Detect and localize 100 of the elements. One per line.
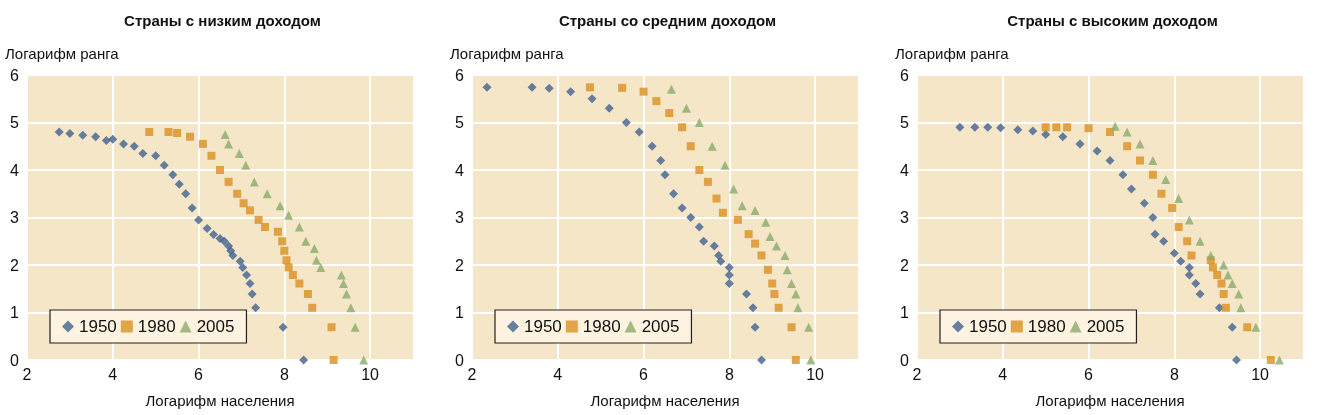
point — [694, 222, 704, 232]
legend-label: 1950 — [524, 317, 562, 336]
point — [639, 87, 648, 96]
x-axis-title: Логарифм населения — [1035, 392, 1185, 409]
y-tick-label: 0 — [10, 351, 20, 369]
point — [681, 103, 691, 113]
point — [119, 139, 128, 149]
point — [544, 83, 554, 93]
x-tick-label: 4 — [998, 365, 1008, 383]
point — [757, 251, 766, 260]
legend-label: 1950 — [79, 317, 117, 336]
point — [284, 210, 294, 220]
point — [724, 279, 734, 289]
point — [233, 189, 242, 198]
point — [1110, 121, 1120, 131]
point — [194, 215, 204, 225]
point — [202, 223, 212, 233]
x-tick-label: 6 — [194, 365, 204, 383]
point — [699, 236, 709, 246]
point — [254, 215, 263, 224]
point — [316, 262, 326, 272]
point — [1227, 322, 1237, 332]
point — [666, 84, 676, 94]
point — [678, 123, 687, 132]
point — [1148, 170, 1157, 179]
y-tick-label: 1 — [10, 304, 20, 321]
point — [634, 127, 644, 137]
point — [695, 166, 704, 174]
point — [1243, 323, 1252, 332]
point — [1195, 289, 1205, 299]
x-tick-label: 4 — [108, 365, 118, 383]
point — [1028, 126, 1038, 136]
x-axis-title: Логарифм населения — [590, 392, 740, 409]
point — [733, 215, 742, 224]
point — [1135, 139, 1145, 149]
y-tick-label: 4 — [10, 161, 20, 179]
point — [215, 233, 225, 243]
y-tick-label: 3 — [900, 209, 910, 226]
point — [768, 279, 777, 288]
x-tick-label: 8 — [1169, 365, 1179, 383]
point — [660, 170, 670, 180]
point — [724, 270, 734, 280]
y-tick-label: 6 — [455, 66, 465, 84]
y-tick-label: 5 — [455, 114, 465, 131]
point — [309, 243, 319, 253]
point — [219, 236, 229, 246]
y-tick-label: 2 — [455, 256, 465, 274]
point — [1206, 251, 1216, 260]
point — [207, 151, 216, 160]
point — [566, 87, 576, 97]
point — [251, 303, 261, 313]
point — [1058, 132, 1068, 142]
point — [216, 166, 224, 174]
y-tick-label: 0 — [900, 351, 910, 369]
y-tick-label: 6 — [10, 66, 20, 84]
point — [703, 177, 712, 186]
point — [1227, 279, 1237, 289]
point — [235, 256, 245, 266]
point — [173, 128, 182, 137]
point — [273, 227, 282, 236]
point — [793, 303, 803, 313]
point — [527, 82, 537, 92]
x-tick-label: 6 — [1084, 365, 1094, 383]
point — [238, 262, 248, 272]
point — [54, 127, 64, 137]
point — [241, 160, 251, 170]
y-tick-label: 5 — [10, 114, 20, 131]
point — [1150, 229, 1160, 239]
point — [168, 170, 178, 180]
point — [996, 123, 1006, 133]
point — [712, 194, 721, 203]
point — [1174, 194, 1184, 203]
point — [65, 128, 75, 138]
point — [108, 134, 118, 144]
point — [294, 222, 304, 232]
y-tick-label: 4 — [900, 161, 910, 179]
point — [78, 130, 88, 140]
legend-label: 2005 — [1086, 317, 1125, 336]
point — [780, 251, 790, 260]
point — [1184, 270, 1194, 280]
point — [1136, 156, 1145, 165]
point — [284, 263, 293, 272]
y-tick-label: 4 — [455, 161, 465, 179]
point — [329, 356, 338, 364]
point — [1105, 156, 1115, 165]
point — [1122, 127, 1132, 137]
y-axis-title: Логарифм ранга — [450, 45, 565, 62]
point — [1118, 170, 1128, 180]
x-tick-label: 2 — [912, 365, 922, 383]
y-axis-title: Логарифм ранга — [895, 45, 1010, 62]
point — [1041, 123, 1050, 132]
point — [138, 148, 148, 158]
point — [804, 322, 814, 332]
point — [1174, 223, 1183, 231]
point — [806, 355, 816, 365]
x-tick-label: 6 — [639, 365, 649, 383]
point — [159, 160, 169, 170]
point — [1159, 236, 1169, 246]
point — [787, 279, 797, 289]
point — [707, 141, 717, 151]
